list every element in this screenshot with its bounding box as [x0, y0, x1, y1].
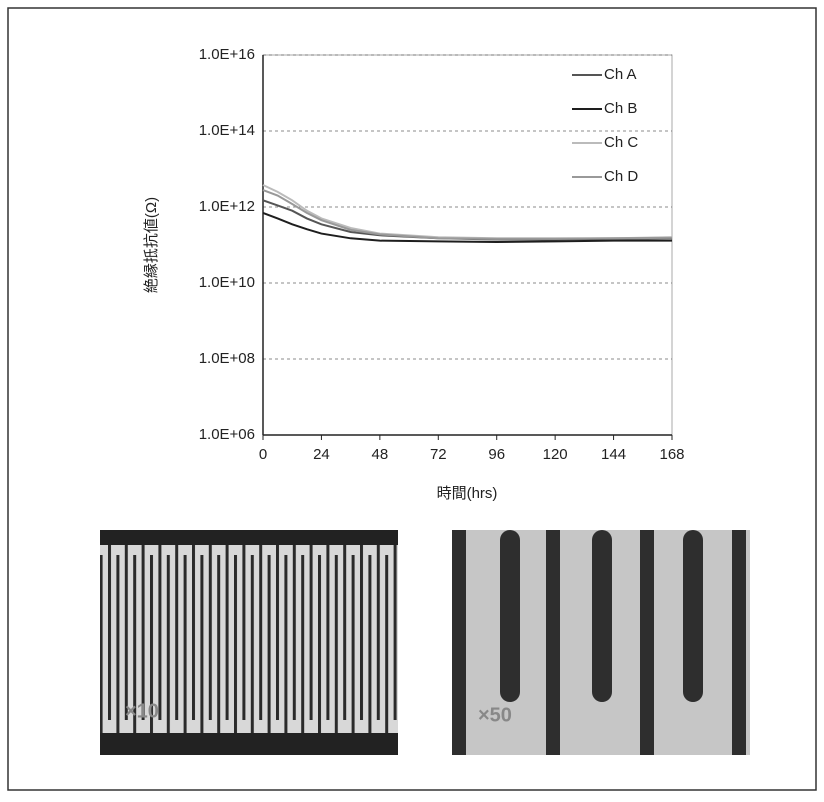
series-line	[262, 211, 672, 243]
photo-label: ×50	[478, 704, 512, 726]
photo-right: ×50	[452, 530, 750, 755]
photo-left: ×10	[100, 530, 398, 755]
y-tick-label: 1.0E+06	[199, 426, 255, 443]
x-tick-label: 72	[430, 446, 447, 463]
series-line	[262, 184, 673, 240]
legend-label: Ch B	[604, 100, 637, 117]
legend-label: Ch C	[604, 134, 638, 151]
legend-label: Ch D	[604, 168, 638, 185]
x-tick-label: 168	[659, 446, 684, 463]
x-tick-label: 0	[259, 446, 267, 463]
y-tick-label: 1.0E+14	[199, 122, 255, 139]
x-tick-label: 24	[313, 446, 330, 463]
x-tick-label: 120	[543, 446, 568, 463]
frame	[7, 7, 817, 791]
plot: 1.0E+06 1.0E+08 1.0E+10 1.0E+12 1.0E+14 1.0E+…	[199, 46, 685, 463]
series-line	[262, 189, 673, 240]
x-tick-label: 48	[372, 446, 389, 463]
y-axis-label: 絶縁抵抗値(Ω)	[143, 197, 160, 293]
x-tick-label: 144	[601, 446, 626, 463]
legend-label: Ch A	[604, 66, 637, 83]
y-tick-label: 1.0E+16	[199, 46, 255, 63]
y-tick-label: 1.0E+10	[199, 274, 255, 291]
x-tick-label: 96	[488, 446, 505, 463]
y-tick-label: 1.0E+08	[199, 350, 255, 367]
y-tick-label: 1.0E+12	[199, 198, 255, 215]
x-axis-label: 時間(hrs)	[437, 485, 498, 502]
photo-label: ×10	[125, 700, 159, 722]
